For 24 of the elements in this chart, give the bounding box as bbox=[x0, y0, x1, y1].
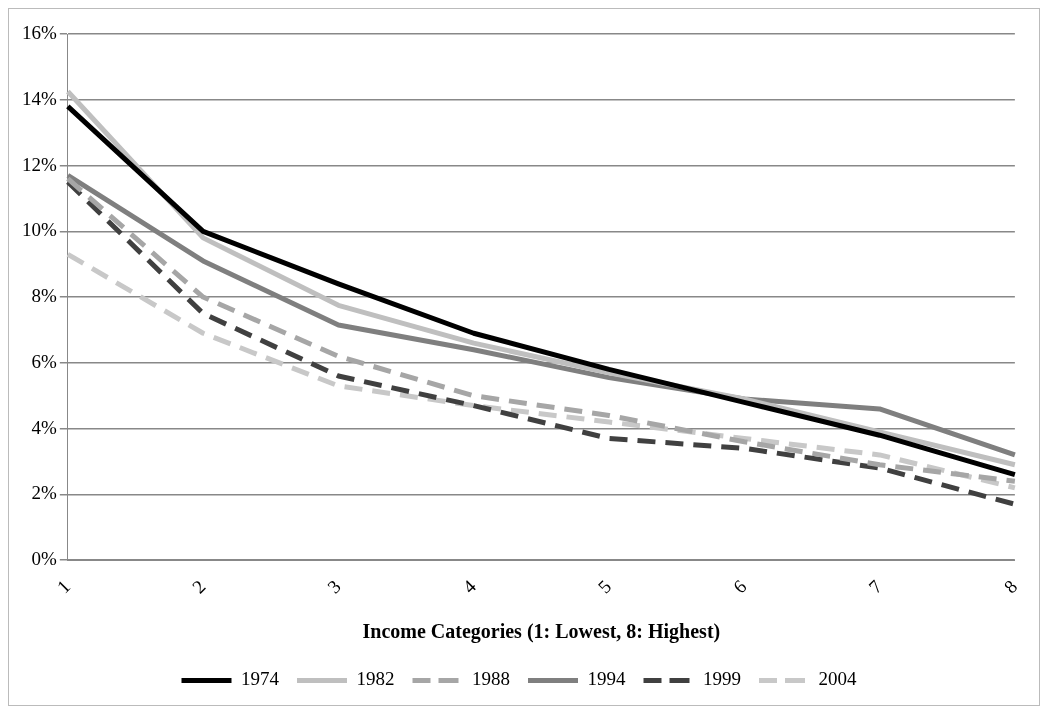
legend-label: 1974 bbox=[241, 668, 280, 690]
x-axis-title: Income Categories (1: Lowest, 8: Highest) bbox=[362, 620, 721, 644]
x-tick-label: 1 bbox=[52, 575, 75, 598]
legend-label: 1982 bbox=[356, 668, 395, 690]
y-tick-label: 14% bbox=[22, 87, 57, 109]
legend-label: 1999 bbox=[703, 668, 741, 690]
y-tick-label: 16% bbox=[22, 21, 57, 43]
x-tick-label: 8 bbox=[999, 575, 1022, 598]
x-tick-label: 2 bbox=[187, 575, 210, 598]
y-tick-label: 0% bbox=[31, 548, 57, 570]
y-tick-label: 4% bbox=[31, 416, 57, 438]
x-tick-label: 3 bbox=[323, 575, 345, 598]
x-tick-label: 6 bbox=[729, 575, 751, 598]
x-tick-label: 4 bbox=[458, 575, 481, 598]
legend-label: 1994 bbox=[587, 668, 626, 690]
y-tick-label: 8% bbox=[31, 285, 57, 307]
y-tick-label: 12% bbox=[22, 153, 57, 175]
x-tick-label: 5 bbox=[593, 575, 616, 598]
y-tick-label: 2% bbox=[31, 482, 57, 504]
x-tick-label: 7 bbox=[864, 575, 886, 598]
legend-label: 1988 bbox=[472, 668, 510, 690]
y-tick-label: 10% bbox=[22, 219, 57, 241]
y-tick-label: 6% bbox=[31, 350, 57, 372]
legend-label: 2004 bbox=[818, 668, 857, 690]
